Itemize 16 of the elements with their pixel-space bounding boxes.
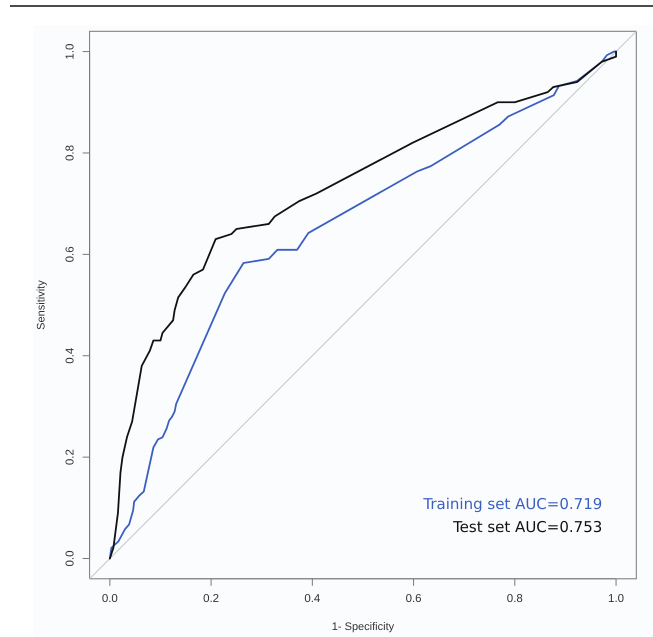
x-tick-label: 0.6 [406,592,422,605]
x-tick-label: 0.8 [506,592,523,605]
text: Test set AUC=0.753 [452,518,602,536]
y-tick-label: 0.6 [64,246,77,262]
x-tick-label: 0.4 [304,592,321,605]
y-tick-label: 0.2 [64,449,77,466]
x-tick-label: 0.0 [102,592,118,605]
y-tick-label: 1.0 [64,44,77,60]
x-tick-label: 1.0 [608,592,624,605]
y-tick-label: 0.0 [64,550,77,567]
x-tick-label: 0.2 [203,592,220,605]
x-axis-title: 1- Specificity [332,620,395,633]
y-tick-label: 0.4 [64,347,77,364]
y-axis-title: Sensitivity [36,280,48,330]
y-tick-label: 0.8 [64,144,77,161]
text: Training set AUC=0.719 [422,494,602,513]
